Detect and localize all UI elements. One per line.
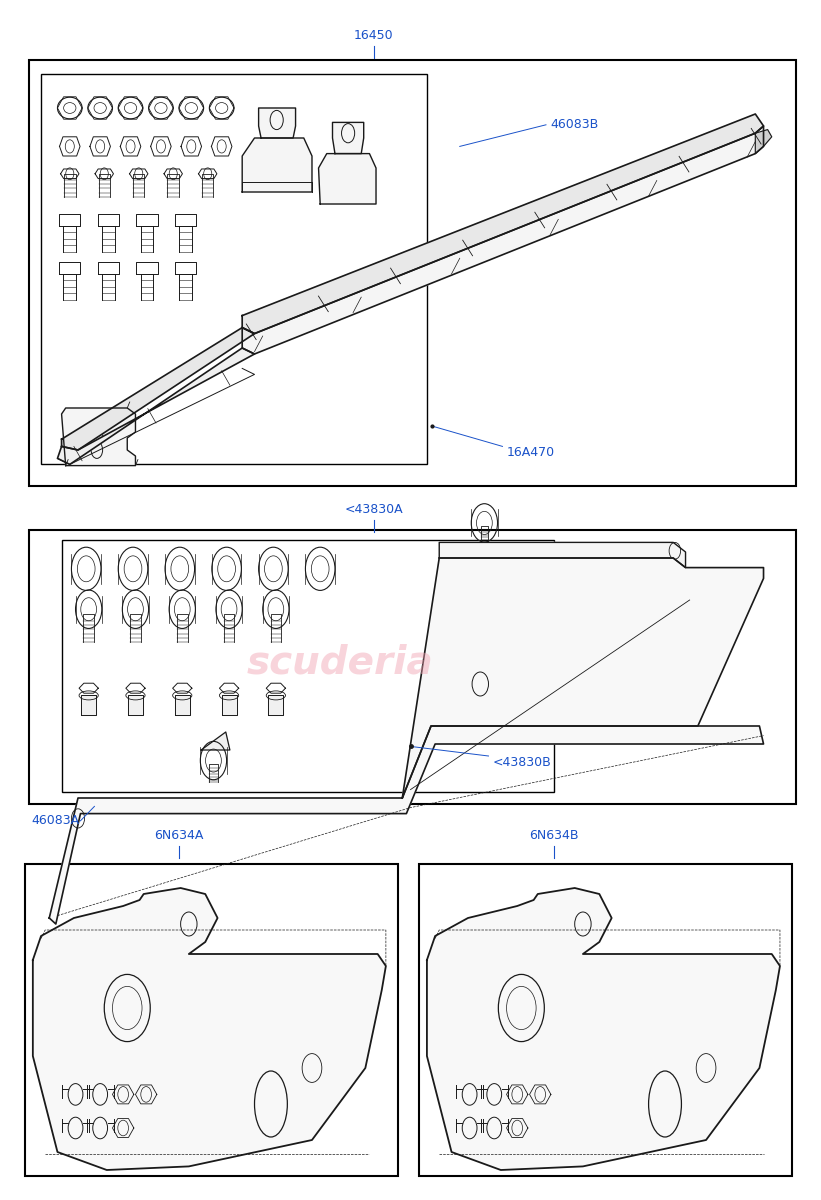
Polygon shape [402, 558, 764, 798]
Text: 6N634B: 6N634B [530, 829, 579, 842]
Polygon shape [242, 126, 764, 354]
Polygon shape [242, 114, 764, 334]
Text: 16450: 16450 [354, 29, 393, 42]
Bar [25, 864, 398, 1176]
Text: 16A470: 16A470 [507, 446, 555, 458]
Polygon shape [90, 137, 110, 156]
Bar [29, 530, 796, 804]
Polygon shape [121, 137, 141, 156]
Polygon shape [62, 328, 255, 450]
Text: <43830B: <43830B [493, 756, 552, 768]
Bar [525, 696, 545, 720]
Bar [571, 636, 591, 660]
Text: <43830A: <43830A [344, 503, 403, 516]
Text: 46083B: 46083B [550, 119, 599, 131]
Text: scuderia: scuderia [246, 643, 433, 682]
Bar [594, 666, 614, 690]
Bar [62, 540, 554, 792]
Bar [548, 666, 568, 690]
Bar [617, 576, 637, 600]
Polygon shape [259, 108, 296, 138]
Polygon shape [222, 695, 236, 715]
Bar [594, 606, 614, 630]
Text: 46083A: 46083A [31, 815, 80, 827]
Polygon shape [333, 122, 364, 154]
Polygon shape [199, 169, 217, 179]
Polygon shape [130, 169, 148, 179]
Polygon shape [81, 695, 96, 715]
Polygon shape [164, 169, 182, 179]
Polygon shape [427, 888, 780, 1170]
Bar [525, 636, 545, 660]
Polygon shape [268, 695, 283, 715]
Polygon shape [57, 348, 255, 464]
Text: 6N634A: 6N634A [154, 829, 204, 842]
Polygon shape [175, 695, 190, 715]
Bar [29, 60, 796, 486]
Polygon shape [60, 137, 80, 156]
Bar [617, 636, 637, 660]
Polygon shape [33, 888, 386, 1170]
Bar [525, 576, 545, 600]
Polygon shape [49, 726, 764, 924]
Bar [571, 576, 591, 600]
Bar [548, 606, 568, 630]
Polygon shape [128, 695, 143, 715]
Polygon shape [242, 138, 312, 192]
Polygon shape [755, 130, 772, 154]
Polygon shape [201, 732, 230, 750]
Polygon shape [439, 542, 686, 568]
Polygon shape [62, 408, 135, 466]
Bar [617, 696, 637, 720]
Polygon shape [151, 137, 172, 156]
Bar [419, 864, 792, 1176]
Polygon shape [181, 137, 202, 156]
Bar [571, 696, 591, 720]
Polygon shape [319, 154, 376, 204]
Polygon shape [95, 169, 113, 179]
Polygon shape [212, 137, 232, 156]
Bar [41, 74, 427, 464]
Polygon shape [61, 169, 79, 179]
